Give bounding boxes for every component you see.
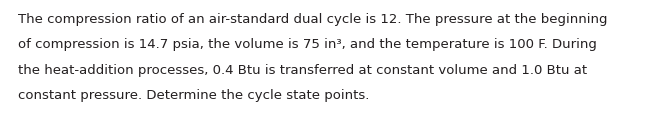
Text: the heat-addition processes, 0.4 Btu is transferred at constant volume and 1.0 B: the heat-addition processes, 0.4 Btu is …	[18, 64, 587, 77]
Text: of compression is 14.7 psia, the volume is 75 in³, and the temperature is 100 F.: of compression is 14.7 psia, the volume …	[18, 38, 597, 51]
Text: The compression ratio of an air-standard dual cycle is 12. The pressure at the b: The compression ratio of an air-standard…	[18, 13, 607, 26]
Text: constant pressure. Determine the cycle state points.: constant pressure. Determine the cycle s…	[18, 90, 369, 102]
